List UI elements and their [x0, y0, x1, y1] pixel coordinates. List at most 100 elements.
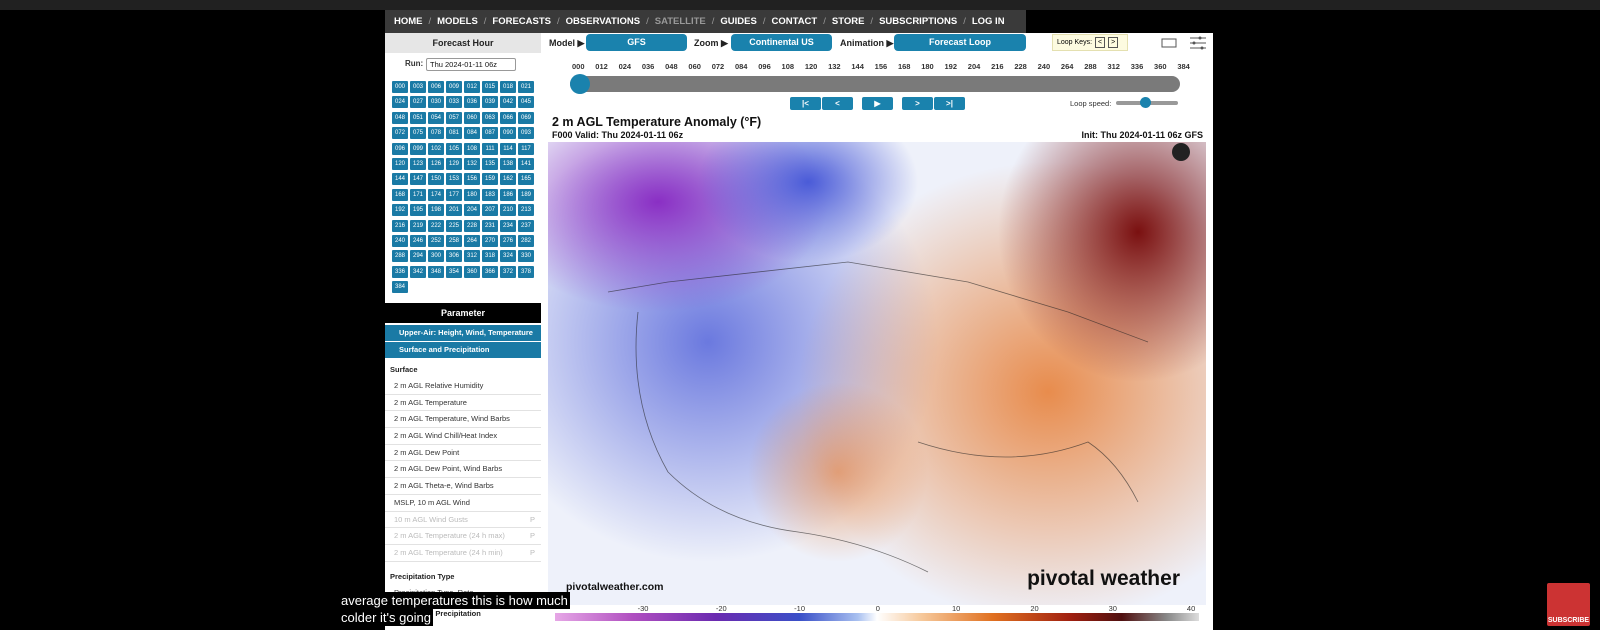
hour-button[interactable]: 027 [410, 96, 426, 109]
playback-button[interactable]: >| [934, 97, 965, 110]
hour-button[interactable]: 087 [482, 127, 498, 140]
hour-button[interactable]: 240 [392, 234, 408, 247]
hour-button[interactable]: 201 [446, 204, 462, 217]
hour-button[interactable]: 129 [446, 157, 462, 170]
hour-button[interactable]: 015 [482, 81, 498, 93]
hour-button[interactable]: 234 [500, 219, 516, 232]
nav-link[interactable]: CONTACT [771, 16, 818, 27]
animation-button[interactable]: Forecast Loop [894, 34, 1026, 51]
hour-button[interactable]: 165 [518, 173, 534, 186]
hour-button[interactable]: 078 [428, 127, 444, 140]
hour-button[interactable]: 114 [500, 142, 516, 155]
parameter-group[interactable]: Upper-Air: Height, Wind, Temperature [385, 325, 541, 342]
hour-button[interactable]: 024 [392, 96, 408, 109]
hour-button[interactable]: 057 [446, 111, 462, 124]
nav-link[interactable]: MODELS [437, 16, 478, 27]
hour-button[interactable]: 300 [428, 250, 444, 263]
hour-button[interactable]: 033 [446, 96, 462, 109]
parameter-item[interactable]: 2 m AGL Relative Humidity [385, 378, 541, 395]
hour-button[interactable]: 252 [428, 234, 444, 247]
hour-button[interactable]: 120 [392, 157, 408, 170]
hour-button[interactable]: 372 [500, 265, 516, 278]
parameter-item[interactable]: 2 m AGL Wind Chill/Heat Index [385, 428, 541, 445]
hour-button[interactable]: 051 [410, 111, 426, 124]
hour-button[interactable]: 072 [392, 127, 408, 140]
slider-track[interactable] [570, 76, 1180, 92]
settings-icons[interactable] [1160, 35, 1210, 51]
hour-button[interactable]: 138 [500, 157, 516, 170]
subscribe-badge[interactable]: SUBSCRIBE [1547, 583, 1590, 626]
hour-button[interactable]: 021 [518, 81, 534, 93]
hour-button[interactable]: 075 [410, 127, 426, 140]
hour-button[interactable]: 045 [518, 96, 534, 109]
hour-button[interactable]: 168 [392, 188, 408, 201]
hour-button[interactable]: 117 [518, 142, 534, 155]
hour-button[interactable]: 276 [500, 234, 516, 247]
hour-button[interactable]: 330 [518, 250, 534, 263]
hour-button[interactable]: 264 [464, 234, 480, 247]
hour-button[interactable]: 177 [446, 188, 462, 201]
loop-key[interactable]: < [1095, 37, 1106, 48]
hour-button[interactable]: 270 [482, 234, 498, 247]
run-select[interactable]: Thu 2024-01-11 06z [426, 58, 516, 71]
hour-button[interactable]: 054 [428, 111, 444, 124]
hour-button[interactable]: 246 [410, 234, 426, 247]
hour-button[interactable]: 126 [428, 157, 444, 170]
hour-button[interactable]: 225 [446, 219, 462, 232]
hour-button[interactable]: 069 [518, 111, 534, 124]
parameter-group[interactable]: Surface and Precipitation [385, 342, 541, 359]
loop-key[interactable]: > [1108, 37, 1119, 48]
model-button[interactable]: GFS [586, 34, 687, 51]
hour-button[interactable]: 018 [500, 81, 516, 93]
nav-link[interactable]: SATELLITE [654, 16, 706, 27]
hour-button[interactable]: 237 [518, 219, 534, 232]
speed-knob[interactable] [1140, 97, 1151, 108]
hour-button[interactable]: 318 [482, 250, 498, 263]
nav-link[interactable]: STORE [831, 16, 865, 27]
hour-button[interactable]: 144 [392, 173, 408, 186]
hour-button[interactable]: 171 [410, 188, 426, 201]
hour-button[interactable]: 084 [464, 127, 480, 140]
hour-button[interactable]: 105 [446, 142, 462, 155]
hour-button[interactable]: 384 [392, 281, 408, 294]
hour-button[interactable]: 135 [482, 157, 498, 170]
hour-button[interactable]: 159 [482, 173, 498, 186]
hour-button[interactable]: 174 [428, 188, 444, 201]
hour-button[interactable]: 066 [500, 111, 516, 124]
parameter-item[interactable]: 2 m AGL Temperature [385, 395, 541, 412]
zoom-button[interactable]: Continental US [731, 34, 832, 51]
playback-button[interactable]: < [822, 97, 853, 110]
hour-button[interactable]: 195 [410, 204, 426, 217]
hour-button[interactable]: 141 [518, 157, 534, 170]
hour-button[interactable]: 258 [446, 234, 462, 247]
hour-button[interactable]: 366 [482, 265, 498, 278]
hour-button[interactable]: 102 [428, 142, 444, 155]
hour-button[interactable]: 090 [500, 127, 516, 140]
hour-button[interactable]: 099 [410, 142, 426, 155]
hour-button[interactable]: 030 [428, 96, 444, 109]
hour-button[interactable]: 012 [464, 81, 480, 93]
nav-link[interactable]: OBSERVATIONS [565, 16, 641, 27]
nav-link[interactable]: GUIDES [720, 16, 757, 27]
hour-button[interactable]: 150 [428, 173, 444, 186]
hour-button[interactable]: 354 [446, 265, 462, 278]
hour-button[interactable]: 036 [464, 96, 480, 109]
hour-button[interactable]: 294 [410, 250, 426, 263]
hour-button[interactable]: 348 [428, 265, 444, 278]
hour-button[interactable]: 009 [446, 81, 462, 93]
hour-button[interactable]: 081 [446, 127, 462, 140]
hour-button[interactable]: 132 [464, 157, 480, 170]
nav-link[interactable]: LOG IN [971, 16, 1005, 27]
hour-button[interactable]: 306 [446, 250, 462, 263]
hour-button[interactable]: 210 [500, 204, 516, 217]
playback-button[interactable]: > [902, 97, 933, 110]
hour-button[interactable]: 060 [464, 111, 480, 124]
hour-button[interactable]: 336 [392, 265, 408, 278]
nav-link[interactable]: SUBSCRIPTIONS [879, 16, 958, 27]
hour-button[interactable]: 096 [392, 142, 408, 155]
parameter-item[interactable]: 2 m AGL Dew Point [385, 445, 541, 462]
hour-button[interactable]: 282 [518, 234, 534, 247]
playback-button[interactable]: ▶ [862, 97, 893, 110]
hour-button[interactable]: 180 [464, 188, 480, 201]
hour-button[interactable]: 108 [464, 142, 480, 155]
